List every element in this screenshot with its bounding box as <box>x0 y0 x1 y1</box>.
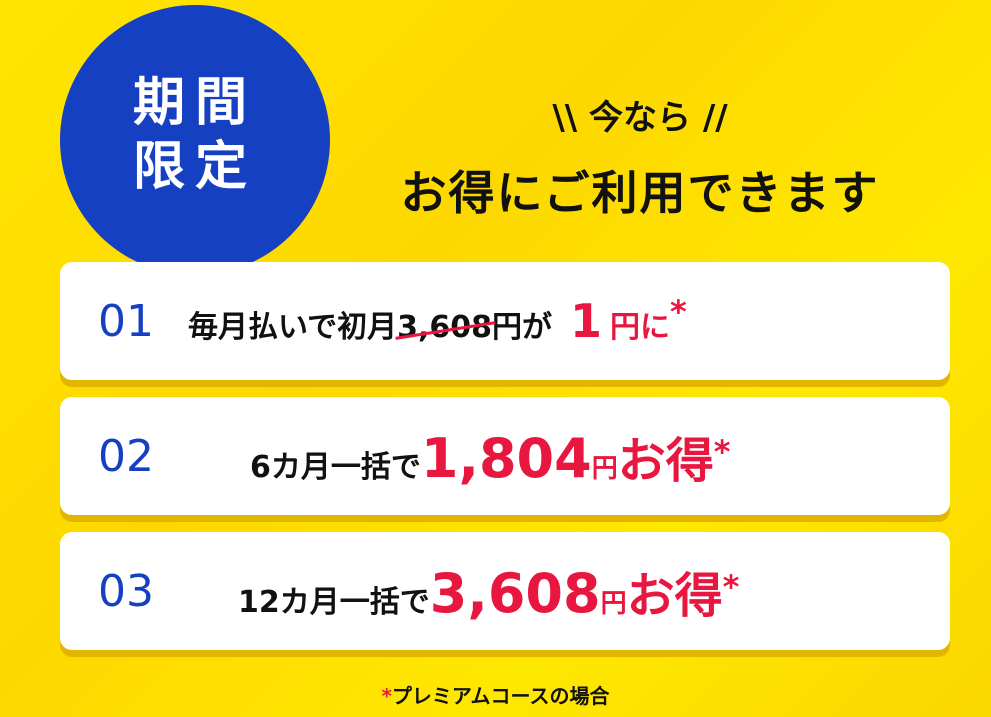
offer-card-3: 03 12カ月一括で 3,608 円 お得 * <box>60 532 950 650</box>
offer-price: 1,804 <box>420 427 592 490</box>
offer-price: 3,608 <box>429 562 601 625</box>
offer-number: 02 <box>98 430 154 482</box>
offer-unit: 円 <box>591 454 618 484</box>
asterisk: * <box>670 293 687 331</box>
offer-prefix: 毎月払いで初月 <box>188 310 398 345</box>
offer-text: 6カ月一括で 1,804 円 お得 * <box>250 421 730 491</box>
asterisk: * <box>722 568 740 606</box>
headline: \\ 今なら // お得にご利用できます <box>350 90 930 223</box>
offer-suffix: お得 <box>626 568 723 624</box>
offer-unit: 円に <box>610 310 671 345</box>
offer-prefix: 6カ月一括で <box>250 450 421 485</box>
headline-line-1: \\ 今なら // <box>552 98 728 138</box>
footnote-text: プレミアムコースの場合 <box>391 684 610 708</box>
offer-suffix: お得 <box>617 433 714 489</box>
footnote-asterisk: * <box>381 684 392 708</box>
offer-number: 01 <box>98 295 154 347</box>
old-price: 3,608 <box>397 310 493 345</box>
offer-price: 1 <box>570 294 603 348</box>
offer-card-2: 02 6カ月一括で 1,804 円 お得 * <box>60 397 950 515</box>
offer-number: 03 <box>98 565 154 617</box>
offer-card-1: 01 毎月払いで初月 3,608 円が 1 円に * <box>60 262 950 380</box>
headline-line-2: お得にご利用できます <box>400 166 880 220</box>
badge-line-2: 限定 <box>132 137 257 197</box>
footnote: *プレミアムコースの場合 <box>0 680 991 709</box>
offer-prefix: 12カ月一括で <box>238 585 430 620</box>
offer-unit: 円 <box>600 589 627 619</box>
offer-text: 毎月払いで初月 3,608 円が 1 円に * <box>188 293 687 348</box>
asterisk: * <box>713 433 731 471</box>
badge-line-1: 期間 <box>132 73 257 133</box>
old-unit: 円が <box>492 310 553 345</box>
limited-time-badge: 期間 限定 <box>60 5 330 275</box>
offer-text: 12カ月一括で 3,608 円 お得 * <box>238 556 739 626</box>
